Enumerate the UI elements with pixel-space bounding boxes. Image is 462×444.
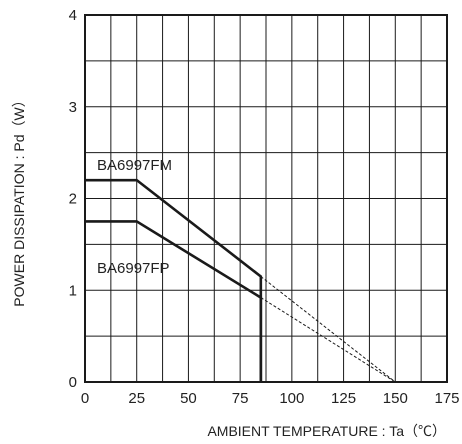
y-axis-label: POWER DISSIPATION : Pd（W） [11,93,27,306]
x-tick-label: 75 [232,390,249,407]
x-tick-label: 150 [383,390,408,407]
y-tick-label: 4 [69,7,77,24]
y-tick-label: 1 [69,282,77,299]
x-tick-labels: 0 25 50 75 100 125 150 175 [81,390,460,407]
series-group [85,178,396,383]
y-tick-label: 0 [69,374,77,391]
series-extrapolation-ba6997fm [260,276,396,383]
x-axis-label: AMBIENT TEMPERATURE : Ta（℃） [207,423,446,439]
x-tick-label: 50 [180,390,197,407]
y-tick-label: 2 [69,191,77,208]
x-tick-label: 0 [81,390,89,407]
x-tick-label: 175 [434,390,459,407]
series-line-ba6997fp [85,220,263,382]
series-label-ba6997fm: BA6997FM [97,157,172,174]
x-tick-label: 25 [128,390,145,407]
series-label-ba6997fp: BA6997FP [97,260,170,277]
x-tick-label: 125 [331,390,356,407]
y-tick-labels: 0 1 2 3 4 [69,7,77,391]
x-tick-label: 100 [279,390,304,407]
series-extrapolation-ba6997fp [260,297,396,383]
plot-border [84,14,448,383]
grid [85,15,447,382]
y-tick-label: 3 [69,99,77,116]
plot-frame [84,14,448,383]
